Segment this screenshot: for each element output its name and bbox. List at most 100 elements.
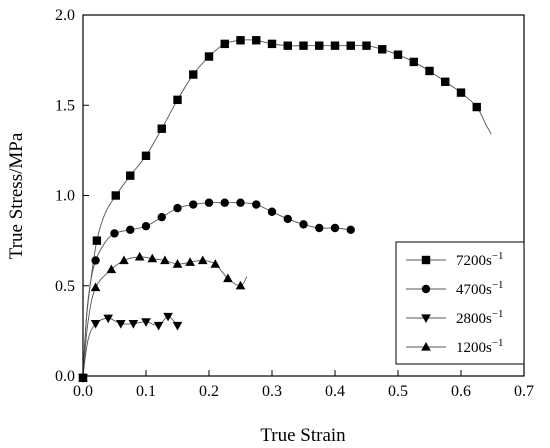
data-point [299,41,308,50]
data-point [223,273,233,283]
data-point [110,229,119,238]
data-point [103,314,113,324]
legend-marker [421,255,431,265]
legend-marker [421,314,431,323]
data-point [252,200,261,209]
data-point [220,39,229,49]
data-point [157,124,166,133]
data-point [172,259,183,268]
data-point [160,255,170,265]
data-point [197,255,208,265]
data-point [236,198,245,207]
data-point [346,225,355,234]
data-point [90,320,101,329]
data-point [267,39,277,49]
data-point [204,198,214,207]
data-point [126,171,135,180]
x-tick-label: 0.0 [73,383,93,400]
y-tick-label: 0.0 [55,368,75,385]
data-point [456,88,466,97]
data-point [189,70,198,79]
x-tick-label: 0.6 [451,383,471,400]
y-tick-label: 2.0 [55,7,75,24]
data-point [267,207,277,216]
data-point [283,214,292,224]
data-point [91,256,100,265]
data-point [92,236,102,245]
data-point [236,36,245,45]
y-tick-label: 1.0 [55,188,75,205]
legend-marker [421,342,431,351]
x-tick-label: 0.5 [388,383,408,400]
data-point [235,280,246,290]
ticks-layer: 0.0 0.1 0.2 0.3 0.4 0.5 0.6 0.7 0.0 0.5 1.0 1.5 2.0 [55,7,534,400]
data-point [141,221,151,231]
y-axis-title: True Stress/MPa [6,132,27,259]
y-tick-label: 0.5 [55,278,75,295]
legend-item: 2800s−1 [406,308,504,327]
data-point [141,151,151,160]
series-3 [78,251,248,382]
data-point [330,41,340,50]
data-point [330,223,340,233]
data-point [134,251,145,261]
data-point [362,41,371,50]
data-point [185,257,195,266]
legend-box [395,241,525,365]
data-point [78,372,88,382]
data-point [315,223,324,233]
data-point [425,66,434,76]
series-line [82,315,178,377]
data-point [346,41,355,50]
data-point [315,41,324,50]
legend-item: 7200s−1 [406,250,504,269]
series-line [82,202,351,377]
data-point [204,52,214,61]
data-point [173,203,182,213]
data-point [299,220,308,229]
data-point [163,312,173,322]
x-tick-label: 0.1 [136,383,156,400]
legend-item: 4700s−1 [406,279,504,298]
data-point [173,95,182,105]
data-point [472,102,481,112]
data-point [220,198,229,207]
data-point [153,321,164,331]
data-point [393,50,403,59]
data-point [157,212,166,222]
data-point [441,77,450,86]
data-point [283,41,292,50]
x-tick-label: 0.3 [262,383,282,400]
x-tick-label: 0.7 [514,383,534,400]
data-point [378,45,387,54]
y-tick-label: 1.5 [55,97,75,114]
legend-label: 7200s−1 [456,250,504,269]
data-point [141,318,151,327]
legend-marker [421,284,431,294]
series-layer [78,36,492,383]
legend-label: 4700s−1 [456,279,504,298]
data-point [147,253,158,263]
data-point [128,320,139,329]
data-point [119,255,129,265]
legend-label: 2800s−1 [456,308,504,327]
legend: 7200s−1 4700s−1 2800s−1 1200s−1 [395,241,525,365]
data-point [210,259,221,268]
data-point [172,321,183,331]
x-tick-label: 0.4 [325,383,345,400]
data-point [116,320,126,329]
data-point [189,200,198,209]
data-point [106,264,117,274]
data-point [252,36,261,45]
data-point [90,282,101,292]
x-tick-label: 0.2 [199,383,219,400]
x-axis-title: True Strain [260,425,346,446]
series-1 [78,198,355,383]
data-point [111,191,120,200]
legend-label: 1200s−1 [456,337,504,356]
series-2 [78,312,183,383]
data-point [409,57,418,67]
data-point [126,225,135,234]
legend-item: 1200s−1 [406,337,504,356]
